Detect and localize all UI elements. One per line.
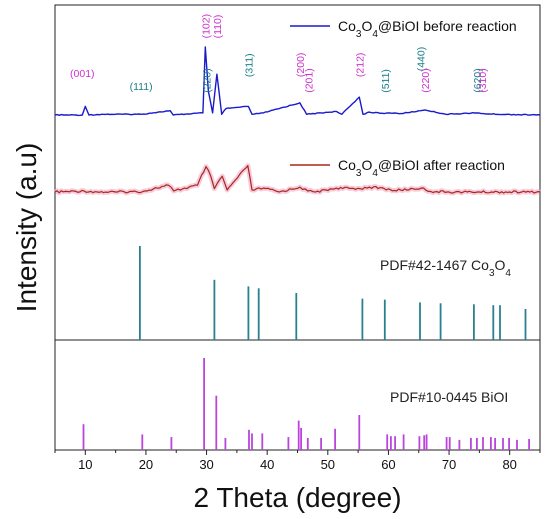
x-tick-label: 80 (502, 457, 516, 472)
reference-label: PDF#10-0445 BiOI (390, 389, 508, 405)
x-axis: 10 20 30 40 50 60 70 80 (54, 450, 541, 472)
series-layer (53, 46, 541, 196)
hkl-label: (220) (420, 68, 432, 93)
hkl-label: (620) (472, 68, 484, 93)
hkl-label: (212) (354, 53, 366, 78)
x-tick-label: 60 (381, 457, 395, 472)
reference-patterns: PDF#42-1467 Co3O4 PDF#10-0445 BiOI (82, 246, 530, 450)
hkl-labels: (001) (111) (220) (102) (110) (311) (200)(201)… (70, 14, 489, 93)
legend: Co3O4@BiOI before reaction Co3O4@BiOI aft… (290, 18, 517, 179)
x-tick-label: 50 (321, 457, 335, 472)
x-tick-label: 20 (139, 457, 153, 472)
hkl-label: (220) (202, 68, 214, 93)
x-axis-title: 2 Theta (degree) (193, 482, 401, 513)
hkl-label: (511) (380, 69, 392, 93)
hkl-label: (200) (295, 53, 307, 78)
y-axis-title: Intensity (a.u) (11, 143, 42, 313)
hkl-label: (110) (212, 15, 224, 39)
hkl-label: (111) (130, 81, 153, 93)
hkl-label: (310) (477, 68, 489, 93)
x-tick-label: 30 (199, 457, 213, 472)
hkl-label: (311) (243, 53, 255, 77)
x-tick-label: 70 (442, 457, 456, 472)
hkl-label: (001) (70, 68, 95, 80)
legend-label: Co3O4@BiOI before reaction (338, 18, 517, 40)
reference-label: PDF#42-1467 Co3O4 (380, 257, 511, 279)
hkl-label: (440) (416, 47, 428, 72)
x-tick-label: 40 (260, 457, 274, 472)
x-tick-label: 10 (78, 457, 92, 472)
series-before-reaction (54, 46, 541, 117)
hkl-label: (102) (200, 14, 212, 39)
hkl-label: (201) (303, 68, 315, 93)
legend-label: Co3O4@BiOI after reaction (338, 157, 505, 179)
series-after-reaction (54, 165, 541, 194)
